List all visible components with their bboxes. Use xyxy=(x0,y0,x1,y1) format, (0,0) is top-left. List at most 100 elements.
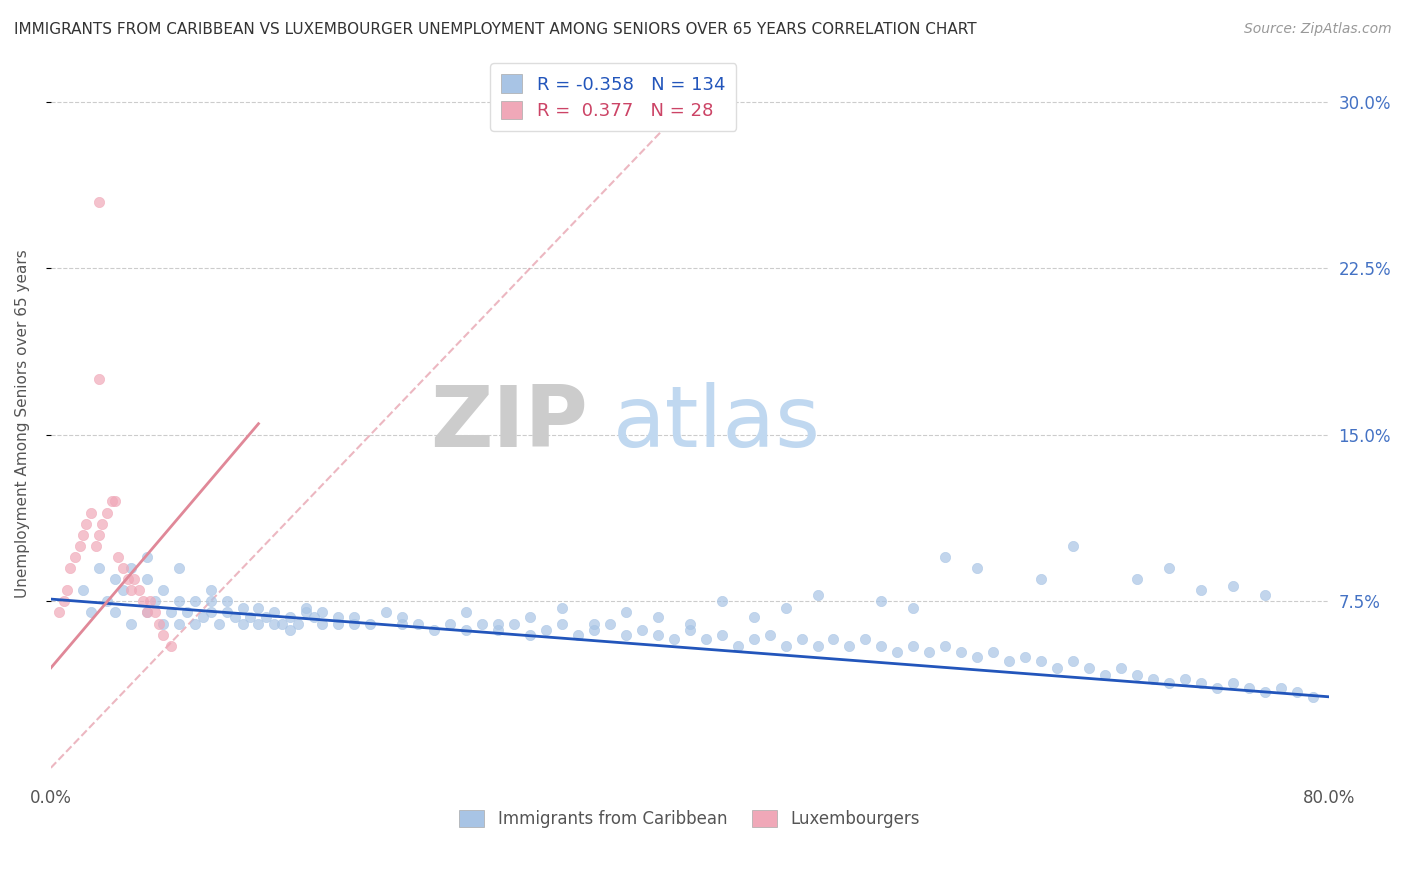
Point xyxy=(1254,588,1277,602)
Point xyxy=(224,610,246,624)
Point xyxy=(582,623,605,637)
Point xyxy=(551,616,574,631)
Point xyxy=(582,616,605,631)
Point xyxy=(855,632,877,646)
Point xyxy=(48,606,70,620)
Point xyxy=(96,506,118,520)
Point xyxy=(152,616,174,631)
Point xyxy=(775,601,797,615)
Point xyxy=(981,645,1004,659)
Point xyxy=(391,610,413,624)
Point xyxy=(343,610,366,624)
Point xyxy=(159,606,181,620)
Point xyxy=(343,616,366,631)
Point xyxy=(486,616,509,631)
Point xyxy=(52,594,75,608)
Point xyxy=(311,606,333,620)
Point xyxy=(152,627,174,641)
Point xyxy=(823,632,845,646)
Point xyxy=(200,594,222,608)
Point xyxy=(790,632,813,646)
Point xyxy=(870,594,893,608)
Point xyxy=(1062,654,1084,668)
Point xyxy=(87,527,110,541)
Point xyxy=(456,606,478,620)
Point xyxy=(1222,676,1244,690)
Point xyxy=(503,616,526,631)
Point xyxy=(1237,681,1260,695)
Point xyxy=(1078,661,1101,675)
Point xyxy=(1094,667,1116,681)
Point xyxy=(1189,676,1212,690)
Point xyxy=(838,639,860,653)
Point xyxy=(614,606,637,620)
Point xyxy=(176,606,198,620)
Point xyxy=(806,588,828,602)
Point xyxy=(423,623,446,637)
Point xyxy=(934,549,956,564)
Point xyxy=(1031,572,1053,586)
Point xyxy=(72,583,94,598)
Point xyxy=(551,601,574,615)
Point xyxy=(128,583,150,598)
Point xyxy=(167,616,190,631)
Point xyxy=(391,616,413,631)
Point xyxy=(534,623,557,637)
Point xyxy=(215,606,238,620)
Point xyxy=(207,616,229,631)
Point xyxy=(599,616,621,631)
Point xyxy=(1189,583,1212,598)
Point xyxy=(152,583,174,598)
Point xyxy=(159,639,181,653)
Point xyxy=(56,583,79,598)
Point xyxy=(1109,661,1132,675)
Point xyxy=(304,610,326,624)
Point xyxy=(567,627,589,641)
Point xyxy=(886,645,908,659)
Point xyxy=(998,654,1021,668)
Point xyxy=(280,610,302,624)
Point xyxy=(111,561,134,575)
Text: IMMIGRANTS FROM CARIBBEAN VS LUXEMBOURGER UNEMPLOYMENT AMONG SENIORS OVER 65 YEA: IMMIGRANTS FROM CARIBBEAN VS LUXEMBOURGE… xyxy=(14,22,977,37)
Point xyxy=(139,594,162,608)
Point xyxy=(519,610,541,624)
Point xyxy=(1062,539,1084,553)
Point xyxy=(742,610,765,624)
Point xyxy=(107,549,129,564)
Point xyxy=(439,616,461,631)
Point xyxy=(75,516,97,531)
Point xyxy=(1205,681,1227,695)
Point xyxy=(280,623,302,637)
Point xyxy=(167,561,190,575)
Point xyxy=(59,561,82,575)
Point xyxy=(328,616,350,631)
Point xyxy=(1285,685,1308,699)
Point xyxy=(471,616,494,631)
Point xyxy=(662,632,685,646)
Point xyxy=(135,572,157,586)
Point xyxy=(135,549,157,564)
Point xyxy=(1046,661,1069,675)
Point xyxy=(247,601,270,615)
Point xyxy=(84,539,107,553)
Point xyxy=(679,616,702,631)
Point xyxy=(1174,672,1197,686)
Point xyxy=(359,616,381,631)
Point xyxy=(775,639,797,653)
Text: atlas: atlas xyxy=(613,382,821,466)
Point xyxy=(742,632,765,646)
Point xyxy=(271,616,294,631)
Point xyxy=(695,632,717,646)
Point xyxy=(87,194,110,209)
Point xyxy=(950,645,973,659)
Point xyxy=(1270,681,1292,695)
Point xyxy=(311,616,333,631)
Point xyxy=(727,639,749,653)
Point xyxy=(111,583,134,598)
Point xyxy=(120,561,142,575)
Point xyxy=(295,601,318,615)
Point xyxy=(1031,654,1053,668)
Point xyxy=(104,606,127,620)
Point xyxy=(63,549,86,564)
Point xyxy=(72,527,94,541)
